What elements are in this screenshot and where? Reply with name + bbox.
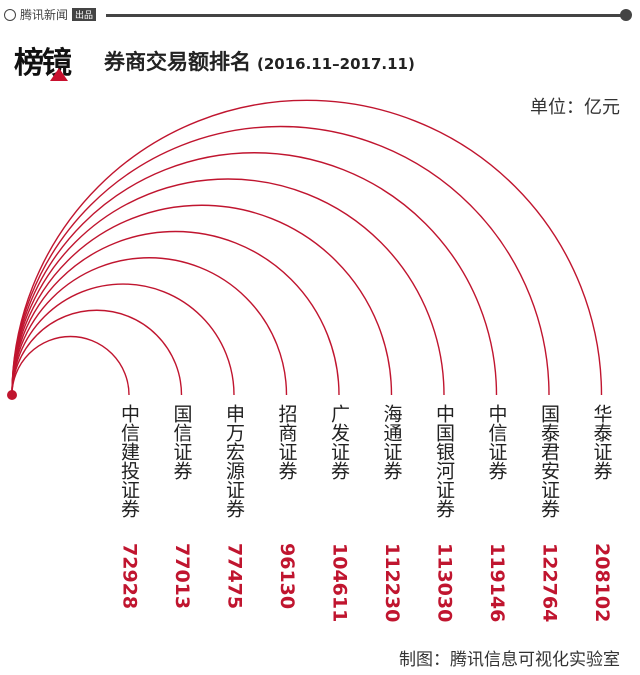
category-label: 中信证券 bbox=[486, 404, 508, 480]
unit-label: 单位：亿元 bbox=[530, 97, 620, 118]
chart-title: 券商交易额排名 (2016.11–2017.11) bbox=[104, 46, 415, 76]
category-label-group: 中信建投证券 国信证券 申万宏源证券 招商证券 广发证券 海通证券 中国银河证券 中信证券 国泰… bbox=[118, 404, 613, 518]
value-label: 96130 bbox=[276, 543, 298, 609]
arc-7 bbox=[11, 178, 445, 396]
brand-logo: 榜镜 bbox=[14, 38, 88, 82]
arc-5 bbox=[11, 230, 340, 396]
category-label: 广发证券 bbox=[328, 404, 350, 480]
credit-text: 制图：腾讯信息可视化实验室 bbox=[399, 650, 620, 670]
arc-10 bbox=[11, 99, 603, 396]
arc-9 bbox=[11, 125, 550, 396]
value-label: 113030 bbox=[434, 543, 456, 622]
value-label: 119146 bbox=[486, 543, 508, 622]
arc-2 bbox=[11, 309, 183, 396]
arc-group bbox=[11, 99, 603, 396]
value-label: 208102 bbox=[591, 543, 613, 622]
arc-chart: 中信建投证券 国信证券 申万宏源证券 招商证券 广发证券 海通证券 中国银河证券 中信证券 国泰… bbox=[7, 99, 614, 622]
category-label: 招商证券 bbox=[276, 404, 298, 480]
category-label: 国泰君安证券 bbox=[538, 404, 560, 518]
category-label: 华泰证券 bbox=[591, 404, 613, 480]
category-label: 申万宏源证券 bbox=[223, 404, 245, 518]
source-logo: 腾讯新闻 出品 bbox=[4, 6, 97, 23]
chart-subtitle: (2016.11–2017.11) bbox=[257, 55, 415, 73]
value-label: 77013 bbox=[171, 543, 193, 609]
header-rule-endpoint bbox=[620, 9, 632, 21]
arc-6 bbox=[11, 204, 393, 396]
chart-title-text: 券商交易额排名 bbox=[104, 50, 251, 74]
source-logo-text: 腾讯新闻 bbox=[20, 8, 69, 22]
arc-8 bbox=[11, 152, 498, 396]
value-label: 77475 bbox=[224, 543, 246, 609]
source-logo-icon bbox=[4, 8, 16, 21]
category-label: 国信证券 bbox=[171, 404, 193, 480]
category-label: 中信建投证券 bbox=[118, 404, 140, 518]
category-label: 中国银河证券 bbox=[433, 404, 455, 518]
arc-3 bbox=[11, 283, 235, 396]
header-rule bbox=[106, 14, 622, 17]
arc-1 bbox=[11, 335, 130, 396]
source-logo-tag: 出品 bbox=[72, 8, 97, 21]
value-label: 72928 bbox=[119, 543, 141, 609]
value-label: 122764 bbox=[539, 543, 561, 622]
value-label: 112230 bbox=[381, 543, 403, 622]
value-label-group: 72928 77013 77475 96130 104611 112230 113030 11… bbox=[119, 543, 614, 622]
arc-4 bbox=[11, 257, 288, 396]
category-label: 海通证券 bbox=[381, 404, 403, 480]
value-label: 104611 bbox=[329, 543, 351, 622]
brand-triangle-icon bbox=[50, 68, 68, 81]
origin-point bbox=[7, 390, 17, 400]
